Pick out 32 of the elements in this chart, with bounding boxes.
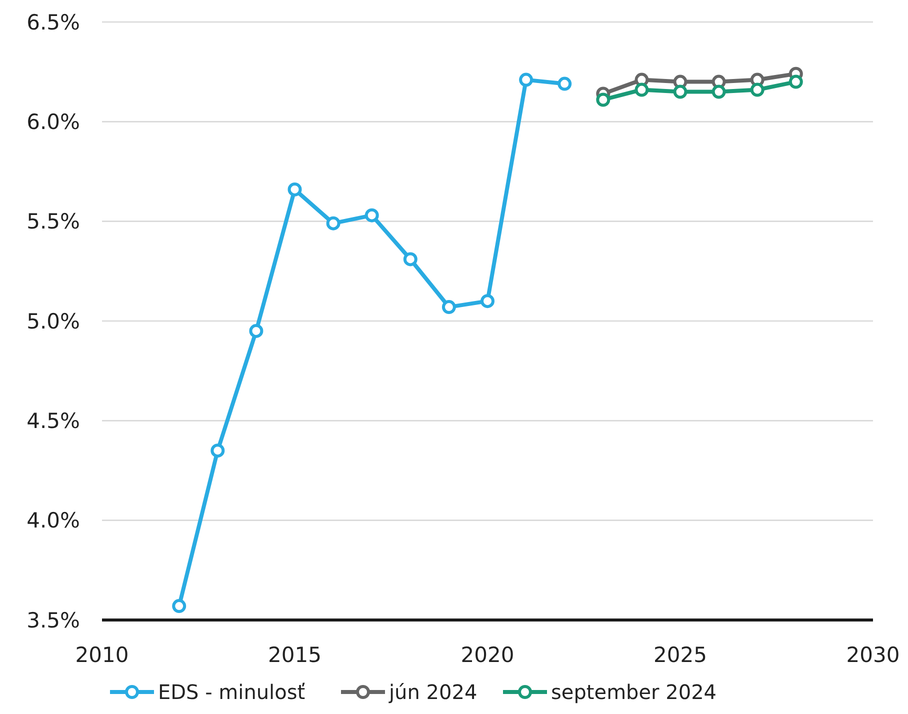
point xyxy=(364,208,379,222)
point xyxy=(558,76,572,91)
point xyxy=(596,92,610,107)
point xyxy=(634,82,649,97)
legend-label: september 2024 xyxy=(551,680,717,704)
y-tick-label: 4.5% xyxy=(26,409,80,434)
point xyxy=(403,252,418,266)
y-tick-label: 4.0% xyxy=(26,508,80,533)
y-tick-label: 5.0% xyxy=(26,309,80,334)
point xyxy=(249,324,264,338)
y-tick-label: 6.5% xyxy=(26,10,80,34)
y-tick-label: 5.5% xyxy=(26,210,80,234)
point xyxy=(788,74,803,89)
point xyxy=(480,294,494,308)
point xyxy=(712,84,726,99)
point xyxy=(210,444,225,458)
legend-label: EDS - minulosť xyxy=(158,680,306,704)
x-tick-label: 2020 xyxy=(460,643,514,667)
y-tick-label: 6.0% xyxy=(26,110,80,134)
x-tick-label: 2025 xyxy=(654,643,707,667)
point xyxy=(326,216,340,230)
point xyxy=(673,84,688,99)
x-tick-label: 2010 xyxy=(75,643,129,667)
x-tick-label: 2015 xyxy=(268,643,322,667)
y-tick-label: 3.5% xyxy=(26,608,80,632)
point xyxy=(750,82,764,97)
point xyxy=(519,72,534,87)
x-tick-label: 2030 xyxy=(846,643,900,667)
point xyxy=(442,300,456,314)
point xyxy=(172,599,186,614)
legend-label: jún 2024 xyxy=(388,680,478,704)
point xyxy=(288,182,302,196)
